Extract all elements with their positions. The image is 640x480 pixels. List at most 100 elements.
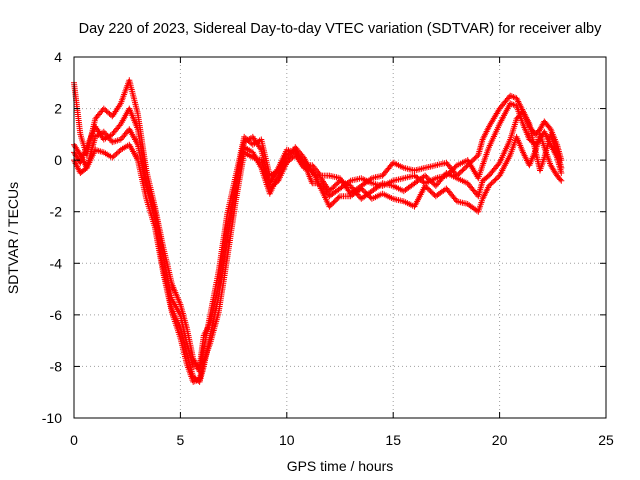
data-point-markers (379, 161, 395, 179)
data-point-markers (358, 175, 374, 186)
data-point-markers (183, 360, 196, 384)
data-point-markers (475, 164, 485, 182)
data-point-markers (200, 342, 213, 365)
data-point-markers (479, 173, 491, 184)
data-point-markers (126, 105, 141, 131)
data-point-markers (443, 163, 459, 179)
data-point-markers (309, 162, 323, 178)
data-point-markers (160, 255, 175, 301)
data-point-markers (496, 94, 513, 112)
data-point-markers (168, 309, 183, 340)
data-point-markers (443, 185, 459, 203)
data-point-markers (200, 321, 213, 339)
data-point-markers (547, 126, 560, 146)
data-point-markers (143, 177, 158, 213)
data-point-markers (507, 117, 519, 143)
data-point-markers (479, 146, 492, 169)
data-point-markers (224, 182, 239, 231)
data-point-markers (496, 102, 513, 127)
y-axis-label: SDTVAR / TECUs (5, 182, 21, 294)
data-point-markers (496, 153, 513, 179)
data-point-markers (183, 340, 196, 368)
data-point-markers (400, 181, 416, 195)
x-tick-label: 0 (70, 432, 78, 448)
data-point-markers (215, 226, 230, 287)
data-point-markers (317, 185, 332, 208)
data-point-markers (177, 335, 190, 365)
data-point-markers (109, 148, 123, 161)
x-tick-label: 5 (177, 432, 185, 448)
data-point-markers (513, 95, 526, 113)
data-point-markers (513, 133, 526, 154)
data-point-markers (554, 154, 564, 175)
data-point-markers (486, 161, 502, 179)
data-point-markers (479, 125, 492, 143)
data-point-markers (526, 148, 539, 169)
y-tick-label: 0 (54, 152, 62, 168)
data-point-markers (547, 141, 560, 159)
data-point-markers (241, 149, 254, 160)
data-point-markers (326, 179, 342, 195)
data-layer (71, 77, 565, 385)
data-point-markers (541, 144, 553, 167)
data-point-markers (475, 197, 485, 215)
y-tick-label: 4 (54, 49, 62, 65)
data-point-markers (411, 184, 428, 210)
data-point-markers (326, 194, 342, 210)
data-point-markers (547, 162, 560, 178)
data-point-markers (134, 126, 149, 182)
x-tick-label: 10 (279, 432, 295, 448)
data-point-markers (454, 163, 470, 179)
data-point-markers (454, 158, 469, 169)
data-point-markers (326, 186, 342, 200)
data-point-markers (190, 377, 201, 385)
data-point-markers (464, 157, 481, 180)
data-point-markers (292, 149, 306, 165)
data-point-markers (520, 121, 532, 141)
data-point-markers (507, 100, 518, 109)
data-point-markers (77, 146, 90, 166)
data-point-markers (507, 92, 518, 101)
data-point-markers (379, 178, 395, 189)
data-point-markers (554, 141, 564, 162)
data-point-markers (160, 244, 175, 285)
data-point-markers (337, 178, 353, 192)
data-point-markers (479, 184, 492, 202)
data-point-markers (464, 201, 480, 214)
data-point-markers (390, 159, 406, 170)
data-point-markers (215, 213, 230, 274)
data-point-markers (400, 198, 416, 209)
x-tick-label: 15 (385, 432, 401, 448)
data-point-markers (541, 128, 553, 147)
data-point-markers (300, 159, 315, 185)
data-point-markers (207, 311, 222, 347)
data-point-markers (168, 280, 183, 306)
data-point-markers (266, 166, 281, 187)
y-tick-label: -8 (50, 358, 63, 374)
data-point-markers (151, 208, 166, 260)
data-point-markers (100, 149, 114, 160)
y-tick-label: -4 (50, 255, 63, 271)
data-point-markers (368, 191, 384, 202)
data-point-markers (117, 142, 131, 153)
data-point-markers (513, 103, 526, 126)
data-point-markers (266, 179, 280, 192)
x-tick-label: 20 (492, 432, 508, 448)
data-point-markers (215, 257, 230, 316)
data-point-markers (390, 182, 406, 194)
data-point-markers (168, 296, 183, 317)
data-point-markers (379, 190, 395, 201)
data-point-marker (558, 170, 565, 177)
data-point-markers (143, 195, 158, 229)
plot-frame (73, 56, 607, 419)
data-point-markers (537, 156, 547, 174)
data-point-markers (275, 148, 289, 171)
data-point-markers (160, 270, 175, 314)
chart-title: Day 220 of 2023, Sidereal Day-to-day VTE… (79, 21, 603, 37)
data-point-markers (224, 200, 239, 262)
data-point-markers (83, 125, 98, 151)
y-tick-label: -2 (50, 204, 63, 220)
